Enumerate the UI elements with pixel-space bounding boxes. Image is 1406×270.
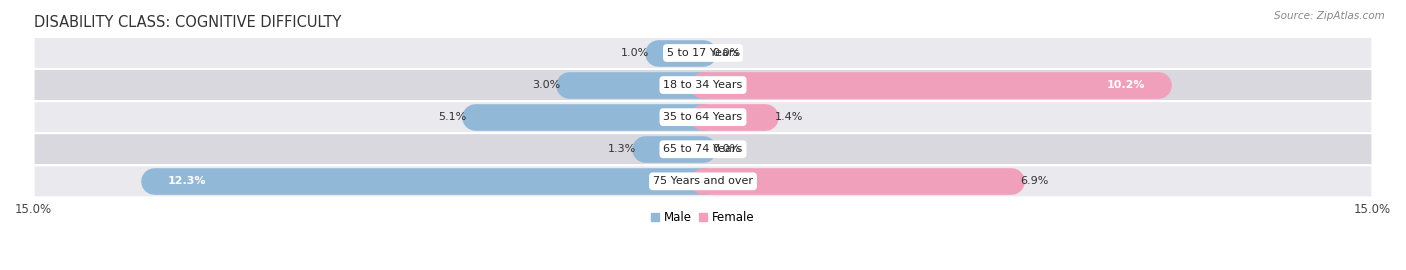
Bar xyxy=(703,76,1159,94)
Text: 12.3%: 12.3% xyxy=(167,176,205,186)
Text: 75 Years and over: 75 Years and over xyxy=(652,176,754,186)
Text: 1.3%: 1.3% xyxy=(607,144,636,154)
FancyBboxPatch shape xyxy=(34,133,1372,165)
Text: 35 to 64 Years: 35 to 64 Years xyxy=(664,112,742,122)
Bar xyxy=(703,108,765,126)
Text: DISABILITY CLASS: COGNITIVE DIFFICULTY: DISABILITY CLASS: COGNITIVE DIFFICULTY xyxy=(34,15,340,30)
Text: 0.0%: 0.0% xyxy=(711,144,740,154)
Text: 6.9%: 6.9% xyxy=(1019,176,1049,186)
Text: 5.1%: 5.1% xyxy=(439,112,467,122)
Text: 1.4%: 1.4% xyxy=(775,112,803,122)
Bar xyxy=(569,76,703,94)
Bar xyxy=(658,44,703,62)
Text: 1.0%: 1.0% xyxy=(621,48,650,58)
FancyBboxPatch shape xyxy=(34,165,1372,197)
Text: 5 to 17 Years: 5 to 17 Years xyxy=(666,48,740,58)
Legend: Male, Female: Male, Female xyxy=(647,207,759,229)
Text: Source: ZipAtlas.com: Source: ZipAtlas.com xyxy=(1274,11,1385,21)
Text: 10.2%: 10.2% xyxy=(1107,80,1144,90)
Bar xyxy=(155,172,703,191)
Text: 18 to 34 Years: 18 to 34 Years xyxy=(664,80,742,90)
Text: 3.0%: 3.0% xyxy=(531,80,560,90)
Bar xyxy=(703,172,1011,191)
FancyBboxPatch shape xyxy=(34,101,1372,133)
Text: 65 to 74 Years: 65 to 74 Years xyxy=(664,144,742,154)
Text: 0.0%: 0.0% xyxy=(711,48,740,58)
FancyBboxPatch shape xyxy=(34,37,1372,69)
Bar xyxy=(475,108,703,126)
FancyBboxPatch shape xyxy=(34,69,1372,101)
Bar xyxy=(645,140,703,158)
